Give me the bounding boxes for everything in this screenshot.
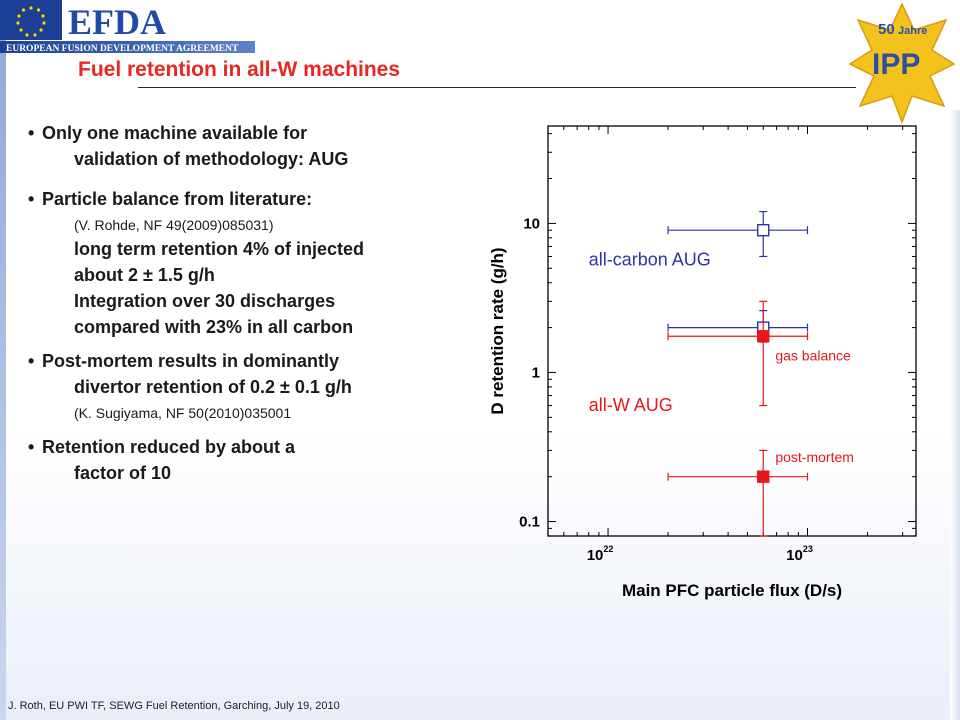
chart-annotation: all-W AUG	[589, 395, 673, 415]
bullet-text: factor of 10	[74, 463, 172, 483]
y-tick-label: 10	[523, 215, 540, 232]
chart-annotation: post-mortem	[775, 449, 854, 465]
bullet-text: Integration over 30 discharges	[74, 291, 336, 311]
data-point	[667, 449, 809, 537]
y-axis-label: D retention rate (g/h)	[488, 247, 507, 414]
chart-annotation: all-carbon AUG	[589, 250, 711, 270]
footer-text: J. Roth, EU PWI TF, SEWG Fuel Retention,…	[8, 700, 340, 712]
ipp-50-jahre-logo: 50 Jahre IPP	[848, 2, 956, 124]
efda-logo-text: EFDA	[68, 2, 166, 42]
bullet-dot: •	[28, 189, 35, 209]
bullet-text: Post-mortem results in dominantly	[42, 351, 340, 371]
marker-square	[757, 470, 770, 483]
ipp-logo-word: Jahre	[898, 25, 927, 37]
title-underline	[138, 87, 856, 88]
bullet-text: Particle balance from literature:	[42, 189, 313, 209]
data-point	[667, 310, 809, 343]
bullet-reference: (V. Rohde, NF 49(2009)085031)	[74, 217, 274, 233]
bullet-dot: •	[28, 437, 35, 457]
bullet-text: long term retention 4% of injected	[74, 239, 365, 259]
x-tick-label: 1022	[587, 544, 614, 564]
slide-title: Fuel retention in all-W machines	[78, 58, 401, 81]
bullet-item: • Post-mortem results in dominantly dive…	[28, 348, 468, 424]
left-decorative-band	[0, 0, 6, 720]
ipp-logo-text: IPP	[872, 48, 920, 81]
bullet-text: Retention reduced by about a	[42, 437, 296, 457]
data-point	[667, 210, 809, 258]
marker-square	[757, 330, 770, 343]
bullet-item: • Only one machine available for validat…	[28, 120, 468, 172]
bullet-text: Only one machine available for	[42, 123, 308, 143]
efda-logo-subtitle: EUROPEAN FUSION DEVELOPMENT AGREEMENT	[6, 44, 239, 54]
right-decorative-band	[950, 110, 960, 720]
plot-frame	[547, 125, 917, 537]
bullet-text: about 2 ± 1.5 g/h	[74, 265, 215, 285]
x-tick-label: 1023	[786, 544, 813, 564]
bullet-dot: •	[28, 123, 35, 143]
efda-logo: EFDA EUROPEAN FUSION DEVELOPMENT AGREEME…	[0, 0, 255, 54]
y-tick-label: 1	[532, 364, 540, 381]
marker-square	[757, 224, 770, 237]
bullet-item: • Retention reduced by about a factor of…	[28, 434, 468, 486]
bullet-dot: •	[28, 351, 35, 371]
ipp-logo-years: 50	[878, 21, 895, 38]
retention-chart: 1022 1023 0.1 1 10 Main PFC particle flux (D/…	[488, 125, 917, 600]
bullet-item: • Particle balance from literature: (V. …	[28, 186, 468, 340]
bullet-text: divertor retention of 0.2 ± 0.1 g/h	[74, 377, 352, 397]
bullet-text: validation of methodology: AUG	[74, 149, 349, 169]
x-axis-label: Main PFC particle flux (D/s)	[622, 581, 842, 600]
chart-annotation: gas balance	[775, 348, 851, 364]
bullet-list: • Only one machine available for validat…	[28, 120, 468, 486]
bullet-reference: (K. Sugiyama, NF 50(2010)035001	[74, 405, 292, 421]
data-point	[667, 300, 809, 407]
bullet-text: compared with 23% in all carbon	[74, 317, 354, 337]
y-tick-label: 0.1	[519, 514, 540, 531]
